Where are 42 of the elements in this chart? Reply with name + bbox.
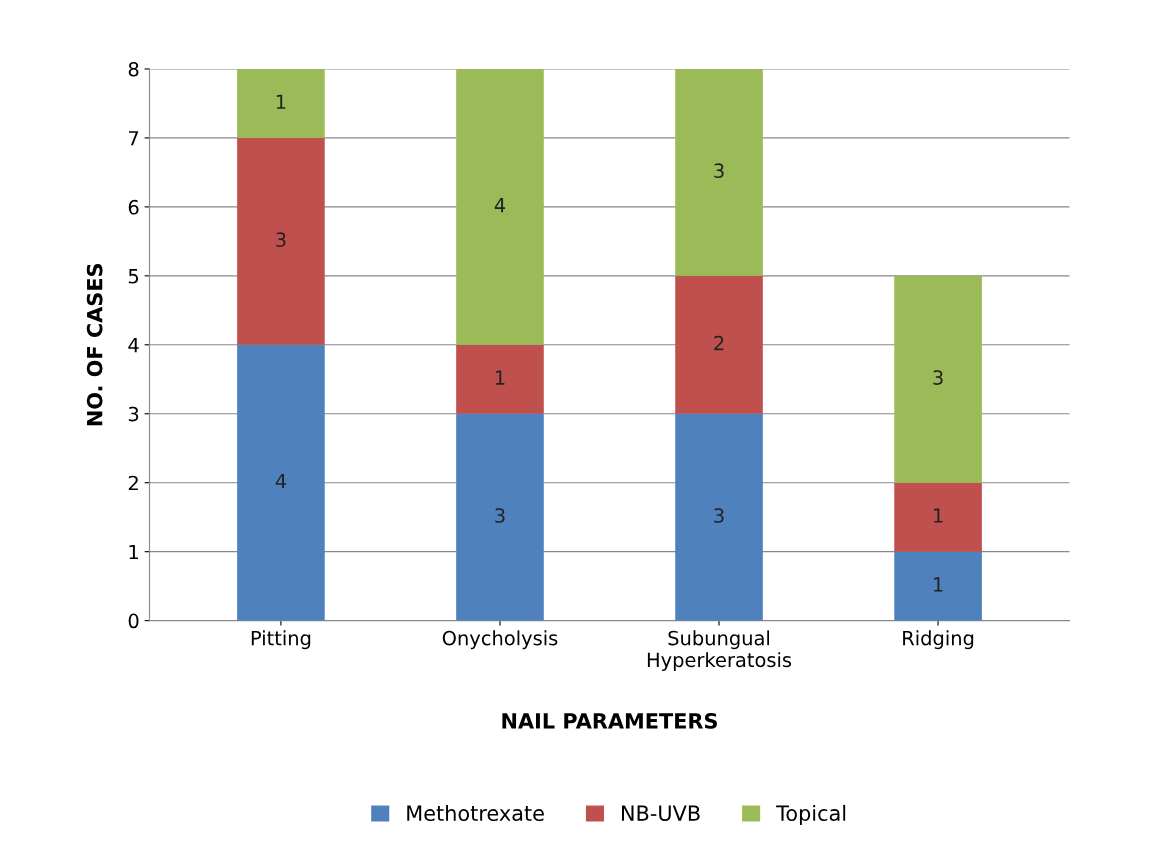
- data-label: 4: [494, 198, 506, 213]
- legend-label: Topical: [776, 804, 846, 826]
- data-label: 3: [495, 508, 505, 523]
- bar: [894, 275, 982, 483]
- y-tick-label: 8: [128, 61, 139, 77]
- bar: [894, 551, 982, 621]
- data-label: 3: [933, 370, 943, 385]
- data-label: 1: [276, 94, 286, 109]
- legend-label: NB-UVB: [622, 805, 700, 822]
- y-tick-label: 5: [128, 269, 139, 284]
- data-label: 1: [934, 508, 943, 523]
- data-label: 1: [934, 577, 943, 592]
- x-axis-title: NAIL PARAMETERS: [502, 712, 717, 729]
- y-tick-label: 4: [128, 338, 139, 353]
- bar: [237, 68, 325, 138]
- y-axis-title: NO. OF CASES: [86, 263, 103, 426]
- bar: [237, 137, 325, 345]
- data-label: 2: [714, 335, 724, 351]
- y-tick-label: 1: [129, 544, 138, 560]
- data-label: 3: [276, 232, 286, 247]
- bar: [456, 68, 544, 345]
- y-tick-label: 6: [128, 199, 139, 215]
- bar: [675, 413, 763, 621]
- bar: [456, 344, 544, 414]
- bar: [456, 413, 544, 621]
- x-tick-label: Pitting: [251, 630, 311, 650]
- data-label: 3: [714, 163, 724, 179]
- x-tick-label: Ridging: [903, 630, 974, 650]
- y-tick-label: 2: [128, 475, 138, 491]
- bar: [237, 344, 325, 621]
- data-label: 4: [275, 473, 287, 489]
- y-tick-label: 0: [128, 613, 139, 629]
- bar: [675, 68, 763, 276]
- data-label: 1: [495, 370, 505, 385]
- y-tick-label: 3: [128, 406, 139, 422]
- y-tick-label: 7: [129, 131, 139, 146]
- bar: [894, 482, 982, 552]
- x-tick-label: Subungual Hyperkeratosis: [647, 630, 792, 671]
- data-label: 3: [714, 508, 724, 523]
- bar: [675, 275, 763, 414]
- legend-label: Methotrexate: [407, 804, 544, 822]
- x-tick-label: Onycholysis: [442, 630, 558, 650]
